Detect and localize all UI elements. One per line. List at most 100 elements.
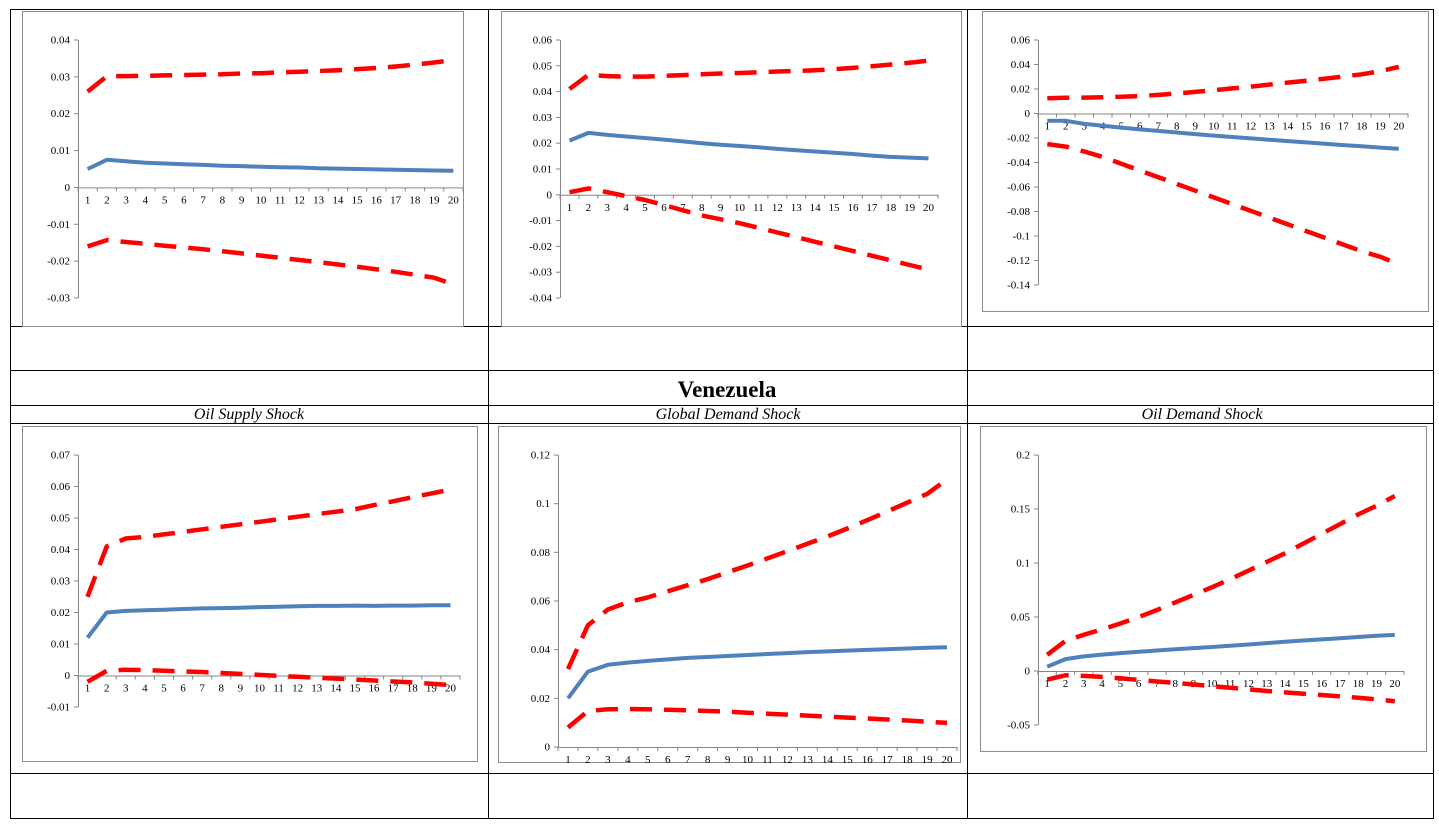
chart-1: 0.040.030.020.010-0.01-0.02-0.031 2 3 4 5 6 7 8… <box>22 11 464 327</box>
x-tick-label: 11 <box>762 754 773 766</box>
x-tick-label: 15 <box>349 683 361 695</box>
x-tick-label: 3 <box>123 683 129 695</box>
x-tick-label: 1 <box>1044 678 1050 690</box>
response-line <box>1047 118 1399 151</box>
y-tick-label: -0.03 <box>47 293 70 305</box>
x-tick-label: 11 <box>275 194 286 206</box>
x-tick-label: 17 <box>390 194 402 206</box>
y-tick-label: 0.15 <box>1011 504 1031 516</box>
x-tick-label: 7 <box>680 202 686 214</box>
x-tick-label: 12 <box>1245 121 1256 133</box>
x-tick-label: 3 <box>1082 121 1088 133</box>
response-line <box>85 603 451 639</box>
shock-label-global-demand: Global Demand Shock <box>656 406 802 423</box>
response-line <box>568 130 929 161</box>
x-tick-label: 13 <box>791 202 803 214</box>
x-tick-label: 13 <box>1264 121 1276 133</box>
x-tick-label: 12 <box>1243 678 1254 690</box>
x-tick-label: 13 <box>313 194 325 206</box>
chart-frame <box>498 426 961 763</box>
x-tick-label: 19 <box>429 194 441 206</box>
x-tick-label: 4 <box>142 683 148 695</box>
x-tick-label: 6 <box>180 683 186 695</box>
x-tick-label: 7 <box>199 683 205 695</box>
x-tick-label: 6 <box>1137 121 1143 133</box>
x-tick-label: 13 <box>311 683 323 695</box>
x-tick-label: 5 <box>642 202 648 214</box>
table-grid <box>10 9 1434 819</box>
y-tick-label: 0.03 <box>51 71 71 83</box>
x-tick-label: 16 <box>1316 678 1328 690</box>
x-tick-label: 14 <box>330 683 342 695</box>
confidence-band-line <box>566 706 948 730</box>
y-tick-label: 0.04 <box>1011 59 1031 71</box>
x-tick-label: 9 <box>1193 121 1199 133</box>
x-tick-label: 10 <box>1206 678 1218 690</box>
x-tick-label: 11 <box>1227 121 1238 133</box>
chart-3: 0.06 0.04 0.02 0 -0.02 -0.04 -0.06 -0.08 -0.1 -0.… <box>982 11 1429 312</box>
y-tick-label: 0.2 <box>1016 450 1030 462</box>
y-tick-label: 0.02 <box>51 607 70 619</box>
x-tick-label: 7 <box>1156 121 1162 133</box>
x-tick-label: 17 <box>1338 121 1350 133</box>
y-tick-label: -0.1 <box>1013 231 1030 243</box>
x-tick-label: 15 <box>352 194 364 206</box>
confidence-band-line <box>86 237 455 287</box>
x-tick-label: 1 <box>1045 121 1051 133</box>
x-tick-label: 8 <box>1173 678 1179 690</box>
x-tick-label: 12 <box>772 202 783 214</box>
chart-frame <box>501 11 962 327</box>
y-tick-label: 0.02 <box>1011 84 1030 96</box>
response-line <box>566 645 948 700</box>
confidence-band-line <box>85 487 451 598</box>
x-tick-label: 10 <box>742 754 754 766</box>
x-tick-label: 2 <box>1063 678 1069 690</box>
x-tick-label: 7 <box>200 194 206 206</box>
y-tick-label: -0.04 <box>1007 157 1030 169</box>
x-tick-label: 13 <box>802 754 814 766</box>
x-tick-label: 20 <box>448 194 460 206</box>
y-tick-label: 0.06 <box>51 481 71 493</box>
x-tick-label: 4 <box>1099 678 1105 690</box>
x-tick-label: 9 <box>725 754 731 766</box>
x-tick-label: 10 <box>1208 121 1220 133</box>
y-tick-label: 0.06 <box>1011 35 1031 47</box>
x-tick-label: 2 <box>104 683 110 695</box>
x-tick-label: 16 <box>862 754 874 766</box>
y-tick-label: 0.01 <box>533 164 552 176</box>
x-tick-label: 3 <box>1081 678 1087 690</box>
x-tick-label: 3 <box>123 194 129 206</box>
x-tick-label: 8 <box>219 683 225 695</box>
y-tick-label: 0.05 <box>51 513 71 525</box>
shock-label-oil-supply: Oil Supply Shock <box>194 406 305 423</box>
x-tick-label: 6 <box>181 194 187 206</box>
x-tick-label: 16 <box>371 194 383 206</box>
y-tick-label: 0.01 <box>51 639 70 651</box>
response-line <box>1046 632 1395 669</box>
x-tick-label: 11 <box>273 683 284 695</box>
x-tick-label: 20 <box>1389 678 1401 690</box>
x-tick-label: 11 <box>753 202 764 214</box>
x-tick-label: 8 <box>699 202 705 214</box>
y-tick-label: 0 <box>65 182 71 194</box>
charts-layer: 0.040.030.020.010-0.01-0.02-0.031 2 3 4 5 6 7 8… <box>22 11 1429 766</box>
x-tick-label: 8 <box>220 194 226 206</box>
y-tick-label: -0.08 <box>1007 206 1030 218</box>
y-tick-label: 0 <box>545 742 551 754</box>
x-tick-label: 20 <box>445 683 457 695</box>
x-tick-label: 20 <box>923 202 935 214</box>
x-tick-label: 7 <box>685 754 691 766</box>
chart-4: 0.070.060.050.040.030.020.010-0.011 2 3 4 5 6… <box>22 426 478 762</box>
y-tick-label: -0.06 <box>1007 182 1030 194</box>
x-tick-label: 19 <box>1371 678 1383 690</box>
table-border <box>10 9 1434 819</box>
y-tick-label: 0 <box>1025 108 1031 120</box>
x-tick-label: 4 <box>625 754 631 766</box>
x-tick-label: 18 <box>409 194 421 206</box>
x-tick-label: 7 <box>1154 678 1160 690</box>
x-tick-label: 2 <box>586 202 592 214</box>
x-tick-label: 19 <box>922 754 934 766</box>
confidence-band-line <box>1046 673 1396 704</box>
y-tick-label: 0.02 <box>533 138 552 150</box>
